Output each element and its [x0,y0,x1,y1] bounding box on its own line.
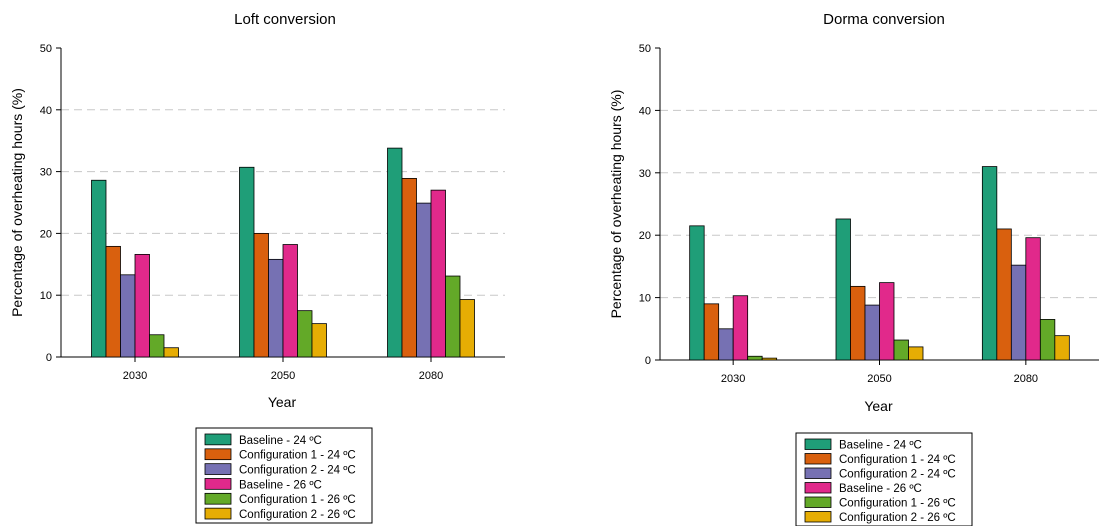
bar [430,189,446,358]
x-tick-label: 2080 [1014,373,1038,385]
bar [703,303,720,361]
bar [732,295,749,361]
legend-label: Configuration 1 - 26 ºC [839,498,956,510]
x-tick-label: 2030 [123,370,147,382]
legend-swatch [204,478,232,490]
x-tick-label: 2050 [271,370,295,382]
bar [1025,237,1041,361]
y-tick-label: 20 [40,228,52,240]
y-tick-label: 10 [40,290,52,302]
y-tick-label: 10 [639,293,651,305]
x-tick-label: 2030 [721,373,745,385]
y-tick-label: 30 [40,167,52,179]
bar [689,225,705,361]
bar [1054,335,1070,361]
bar [893,339,909,361]
legend-swatch [204,448,232,461]
bar [239,166,255,358]
y-tick-label: 20 [639,230,651,242]
bar [459,299,475,358]
bar [401,177,417,358]
bar [908,346,924,361]
bar [311,323,327,358]
x-tick-label: 2050 [867,373,891,385]
y-tick-label: 40 [40,105,52,117]
legend-swatch [204,433,232,446]
chart-title: Loft conversion [234,11,336,28]
legend-swatch [204,492,232,505]
bar [134,254,150,358]
legend-swatch [804,438,832,450]
legend-swatch [804,482,832,494]
y-tick-label: 40 [639,105,651,117]
y-tick-label: 30 [639,168,651,180]
bar [268,258,284,358]
bar [879,282,895,361]
y-axis-label: Percentage of overheating hours (%) [608,90,624,319]
bar [120,274,136,358]
bar [416,202,432,358]
legend-swatch [804,467,832,479]
bar [387,147,403,358]
x-axis-label: Year [268,394,297,410]
y-axis-label: Percentage of overheating hours (%) [9,88,25,317]
bar [981,166,998,361]
legend-label: Configuration 2 - 24 ºC [839,469,956,481]
x-axis-label: Year [864,398,893,414]
bar [105,245,121,358]
legend-label: Baseline - 24 ºC [839,440,922,452]
legend-label: Baseline - 26 ºC [239,479,322,491]
legend: Baseline - 24 ºC Configuration 1 - 24 ºC C… [195,427,373,524]
legend-label: Configuration 1 - 24 ºC [239,450,356,462]
y-tick-label: 0 [645,355,651,367]
bar [149,334,165,358]
y-tick-label: 50 [639,43,651,55]
bar [864,304,880,361]
legend-label: Baseline - 24 ºC [239,435,322,447]
legend-swatch [804,511,832,523]
chart-title: Dorma conversion [823,11,945,28]
bar [718,328,734,361]
legend-label: Baseline - 26 ºC [839,483,922,495]
bar [835,218,851,361]
legend-label: Configuration 2 - 24 ºC [239,465,356,477]
bar [1039,319,1056,361]
bar [297,310,313,358]
legend-swatch [204,463,232,475]
bar [1010,264,1027,361]
legend-swatch [204,507,232,520]
legend-label: Configuration 2 - 26 ºC [239,509,356,521]
bar [850,285,866,361]
y-tick-label: 0 [46,352,52,364]
bar [91,179,107,358]
legend-label: Configuration 1 - 26 ºC [239,494,356,506]
bar [282,244,298,358]
y-tick-label: 50 [40,43,52,55]
legend-label: Configuration 2 - 26 ºC [839,512,956,524]
legend: Baseline - 24 ºC Configuration 1 - 24 ºC C… [795,432,973,526]
x-tick-label: 2080 [419,370,443,382]
bar [163,347,179,358]
legend-swatch [804,453,832,465]
legend-swatch [804,496,832,508]
bar [761,357,778,361]
bar [253,232,269,358]
bar [747,355,763,361]
legend-label: Configuration 1 - 24 ºC [839,454,956,466]
bar [996,228,1012,361]
bar [445,275,461,358]
